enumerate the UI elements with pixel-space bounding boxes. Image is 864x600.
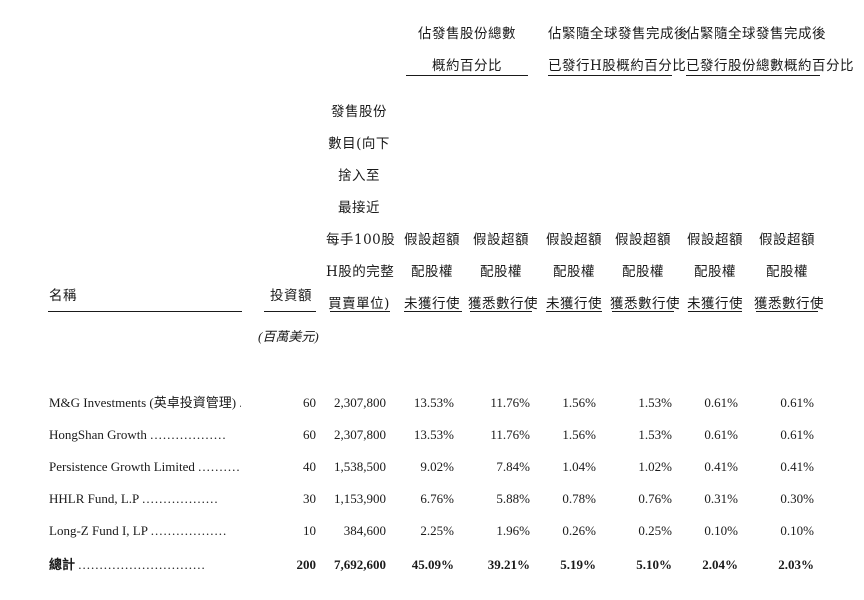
pct-h-shares-fully-exercised: 1.02% — [638, 459, 672, 474]
pct-total-shares-fully-exercised: 0.10% — [780, 523, 814, 538]
pct-h-shares-fully-exercised: 1.53% — [638, 395, 672, 410]
rule-col4 — [612, 311, 674, 312]
group-header-line1: 佔發售股份總數 — [418, 26, 516, 42]
pct-offer-fully-exercised: 1.96% — [496, 523, 530, 538]
pct-offer-not-exercised: 9.02% — [420, 459, 454, 474]
pct-total-shares-fully-exercised: 0.41% — [780, 459, 814, 474]
investor-name: 總計 .............................. — [49, 557, 206, 572]
pct-offer-not-exercised: 13.53% — [413, 395, 454, 410]
offer-shares-count: 2,307,800 — [334, 427, 386, 442]
investor-name: HHLR Fund, L.P .................. — [49, 491, 219, 506]
pct-total-shares-not-exercised: 2.04% — [702, 557, 738, 572]
pct-offer-fully-exercised: 11.76% — [490, 395, 530, 410]
leader-dots: .... — [239, 395, 241, 410]
pct-offer-not-exercised: 13.53% — [413, 427, 454, 442]
group-header-offer-shares: 佔發售股份總數 概約百分比 — [406, 26, 528, 76]
column-header-name: 名稱 — [49, 288, 77, 304]
pct-h-shares-not-exercised: 1.56% — [562, 395, 596, 410]
pct-h-shares-fully-exercised: 5.10% — [636, 557, 672, 572]
offer-shares-count: 384,600 — [343, 523, 386, 538]
pct-total-shares-fully-exercised: 0.61% — [780, 395, 814, 410]
rule-investment — [264, 311, 316, 312]
pct-offer-fully-exercised: 39.21% — [487, 557, 530, 572]
pct-total-shares-not-exercised: 0.31% — [704, 491, 738, 506]
pct-total-shares-fully-exercised: 2.03% — [778, 557, 814, 572]
pct-h-shares-not-exercised: 0.78% — [562, 491, 596, 506]
pct-offer-not-exercised: 6.76% — [420, 491, 454, 506]
pct-total-shares-not-exercised: 0.41% — [704, 459, 738, 474]
investment-amount: 200 — [296, 557, 317, 572]
leader-dots: .......... — [198, 459, 241, 474]
rule-name — [48, 311, 242, 312]
investment-amount: 60 — [303, 395, 316, 410]
pct-h-shares-fully-exercised: 1.53% — [638, 427, 672, 442]
investor-name: HongShan Growth .................. — [49, 427, 227, 442]
offer-shares-count: 1,153,900 — [334, 491, 386, 506]
unit-label: (百萬美元) — [258, 329, 319, 344]
leader-dots: .................. — [142, 491, 219, 506]
column-header-investment: 投資額 — [270, 288, 312, 304]
offer-shares-count: 2,307,800 — [334, 395, 386, 410]
pct-h-shares-not-exercised: 0.26% — [562, 523, 596, 538]
pct-total-shares-not-exercised: 0.61% — [704, 395, 738, 410]
column-header-fully-exercised-3: 假設超額 配股權 獲悉數行使 — [754, 232, 824, 312]
group-header-line2: 已發行股份總數概約百分比 — [686, 58, 854, 76]
pct-offer-fully-exercised: 11.76% — [490, 427, 530, 442]
investment-amount: 60 — [303, 427, 316, 442]
column-header-not-exercised-2: 假設超額 配股權 未獲行使 — [546, 232, 602, 312]
column-header-not-exercised-1: 假設超額 配股權 未獲行使 — [404, 232, 460, 312]
pct-h-shares-not-exercised: 1.56% — [562, 427, 596, 442]
group-header-line2: 概約百分比 — [406, 58, 528, 76]
rule-shares — [330, 311, 390, 312]
investment-amount: 40 — [303, 459, 316, 474]
pct-total-shares-not-exercised: 0.10% — [704, 523, 738, 538]
rule-col3 — [546, 311, 602, 312]
group-header-line1: 佔緊隨全球發售完成後 — [548, 26, 688, 42]
pct-h-shares-not-exercised: 5.19% — [560, 557, 596, 572]
pct-total-shares-not-exercised: 0.61% — [704, 427, 738, 442]
pct-h-shares-fully-exercised: 0.76% — [638, 491, 672, 506]
column-header-shares: 發售股份 數目(向下 捨入至 最接近 每手100股 H股的完整 買賣單位) — [326, 104, 396, 312]
investment-amount: 30 — [303, 491, 316, 506]
pct-h-shares-not-exercised: 1.04% — [562, 459, 596, 474]
column-header-not-exercised-3: 假設超額 配股權 未獲行使 — [687, 232, 743, 312]
pct-offer-fully-exercised: 7.84% — [496, 459, 530, 474]
investment-amount: 10 — [303, 523, 316, 538]
leader-dots: .................. — [150, 523, 228, 538]
pct-total-shares-fully-exercised: 0.30% — [780, 491, 814, 506]
group-header-h-shares: 佔緊隨全球發售完成後 已發行H股概約百分比 — [548, 26, 688, 76]
group-header-total-shares: 佔緊隨全球發售完成後 已發行股份總數概約百分比 — [686, 26, 854, 76]
pct-offer-not-exercised: 2.25% — [420, 523, 454, 538]
investor-name: Persistence Growth Limited .......... — [49, 459, 241, 474]
pct-total-shares-fully-exercised: 0.61% — [780, 427, 814, 442]
column-header-fully-exercised-1: 假設超額 配股權 獲悉數行使 — [468, 232, 538, 312]
group-header-line1: 佔緊隨全球發售完成後 — [686, 26, 826, 42]
rule-col6 — [756, 311, 818, 312]
pct-offer-fully-exercised: 5.88% — [496, 491, 530, 506]
leader-dots: .............................. — [78, 557, 206, 572]
rule-col5 — [688, 311, 742, 312]
group-header-line2: 已發行H股概約百分比 — [548, 58, 687, 76]
pct-h-shares-fully-exercised: 0.25% — [638, 523, 672, 538]
rule-col1 — [404, 311, 462, 312]
leader-dots: .................. — [150, 427, 227, 442]
investor-name: Long-Z Fund I, LP .................. — [49, 523, 228, 538]
rule-col2 — [470, 311, 532, 312]
offer-shares-count: 1,538,500 — [334, 459, 386, 474]
investor-name: M&G Investments (英卓投資管理) .... — [49, 395, 241, 411]
column-header-fully-exercised-2: 假設超額 配股權 獲悉數行使 — [610, 232, 680, 312]
pct-offer-not-exercised: 45.09% — [411, 557, 454, 572]
offer-shares-count: 7,692,600 — [334, 557, 386, 572]
